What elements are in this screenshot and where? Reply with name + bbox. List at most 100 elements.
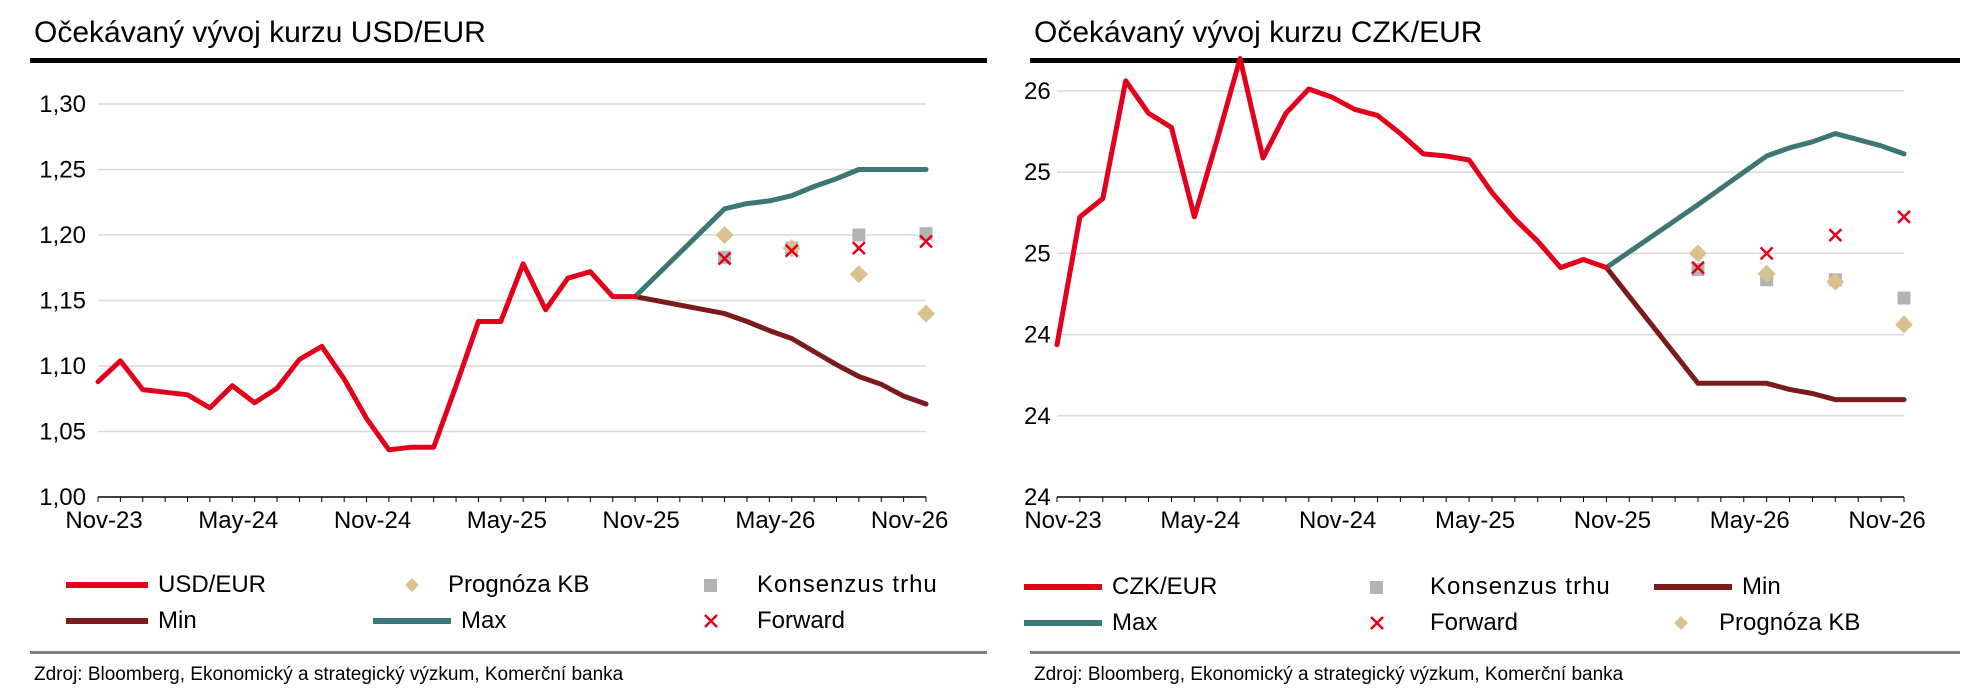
usd-eur-plot: 1,00 1,05 1,10 1,15 1,20 1,25 1,30 Nov-23 May-24… xyxy=(39,91,948,534)
legend-item-min: Min xyxy=(66,606,197,636)
source-note: Zdroj: Bloomberg, Ekonomický a strategic… xyxy=(1034,664,1624,685)
y-tick-label: 26 xyxy=(1024,78,1051,105)
legend-line-swatch xyxy=(1654,584,1732,590)
forecast-kb-point xyxy=(1688,244,1707,263)
x-tick-label: May-26 xyxy=(1710,507,1790,534)
legend-label: Prognóza KB xyxy=(448,571,590,598)
y-tick-label: 1,25 xyxy=(39,157,86,184)
legend-label: Forward xyxy=(1430,609,1519,636)
legend-item-min: Min xyxy=(1654,572,1781,602)
x-tick-label: May-25 xyxy=(1435,507,1515,534)
legend-label: USD/EUR xyxy=(158,571,267,598)
x-tick-label: Nov-24 xyxy=(1299,507,1376,534)
legend-item-max: Max xyxy=(373,606,506,636)
chart-title: Očekávaný vývoj kurzu CZK/EUR xyxy=(1034,16,1483,49)
legend-label: Max xyxy=(1112,609,1158,636)
czk-eur-chart-panel: Očekávaný vývoj kurzu CZK/EUR 24 24 24 25 25… xyxy=(1000,0,1977,700)
forward-point xyxy=(1897,209,1911,224)
usd-eur-chart-panel: Očekávaný vývoj kurzu USD/EUR 1,00 1,05 1,… xyxy=(30,16,987,685)
title-rule xyxy=(1030,58,1960,63)
legend-item-forecast-kb: Prognóza KB xyxy=(398,570,589,600)
series-line-usd-eur xyxy=(95,261,638,453)
forecast-kb-point xyxy=(1895,315,1913,334)
x-tick-label: Nov-26 xyxy=(871,507,948,534)
series-line-min xyxy=(1603,265,1907,403)
source-rule xyxy=(1030,651,1960,654)
y-tick-label: 1,05 xyxy=(39,419,86,446)
legend-line-swatch xyxy=(1024,584,1102,590)
forecast-kb-point xyxy=(917,304,935,323)
legend-label: CZK/EUR xyxy=(1112,573,1218,600)
chart-title: Očekávaný vývoj kurzu USD/EUR xyxy=(34,16,486,49)
consensus-point xyxy=(1897,291,1911,305)
x-tick-label: May-24 xyxy=(198,507,278,534)
x-tick-label: Nov-23 xyxy=(1024,507,1101,534)
x-tick-label: Nov-24 xyxy=(334,507,411,534)
series-line-max xyxy=(632,167,929,300)
forecast-kb-point xyxy=(782,239,801,258)
title-rule xyxy=(30,58,987,63)
legend-item-max: Max xyxy=(1024,608,1157,638)
cross-marker-icon xyxy=(1370,616,1384,630)
x-tick-label: Nov-23 xyxy=(65,507,142,534)
square-marker-icon xyxy=(704,579,717,592)
legend-label: Min xyxy=(1742,573,1781,600)
y-tick-label: 1,15 xyxy=(39,288,86,315)
series-line-max xyxy=(1603,131,1907,271)
legend-label: Konsenzus trhu xyxy=(757,571,938,598)
consensus-point xyxy=(1691,263,1705,277)
y-tick-label: 25 xyxy=(1024,159,1051,186)
legend-line-swatch xyxy=(66,582,148,588)
legend-label: Max xyxy=(461,607,507,634)
x-tick-label: Nov-25 xyxy=(1574,507,1651,534)
legend-item-forward: Forward xyxy=(697,606,845,636)
y-tick-label: 24 xyxy=(1024,322,1051,349)
legend-label: Prognóza KB xyxy=(1719,609,1861,636)
legend-item-consensus: Konsenzus trhu xyxy=(1360,572,1611,602)
diamond-marker-icon xyxy=(1674,616,1688,630)
series-line-min xyxy=(632,294,929,407)
diamond-marker-icon xyxy=(405,578,419,592)
legend-label: Forward xyxy=(757,607,846,634)
legend-item-forecast-kb: Prognóza KB xyxy=(1654,608,1860,638)
series-line-czk-eur xyxy=(1054,56,1609,348)
y-tick-label: 25 xyxy=(1024,240,1051,267)
consensus-point xyxy=(852,228,866,242)
legend-label: Min xyxy=(158,607,197,634)
forward-point xyxy=(784,243,799,258)
x-tick-label: May-26 xyxy=(735,507,815,534)
forward-point xyxy=(919,234,933,249)
forward-point xyxy=(1691,260,1705,275)
czk-eur-plot: 24 24 24 25 25 26 Nov-23 May-24 Nov-24 May-25 Nov-… xyxy=(1024,56,1926,534)
y-tick-label: 1,30 xyxy=(39,91,86,118)
source-note: Zdroj: Bloomberg, Ekonomický a strategic… xyxy=(34,664,624,685)
legend-item-forward: Forward xyxy=(1360,608,1518,638)
y-tick-label: 24 xyxy=(1024,484,1051,511)
legend-label: Konsenzus trhu xyxy=(1430,573,1611,600)
forward-point xyxy=(1828,228,1843,243)
x-tick-label: May-25 xyxy=(467,507,547,534)
legend-item-consensus: Konsenzus trhu xyxy=(697,570,938,600)
forward-point xyxy=(851,241,866,255)
y-tick-label: 1,20 xyxy=(39,222,86,249)
legend-item-spot: USD/EUR xyxy=(66,570,266,600)
y-tick-label: 24 xyxy=(1024,403,1051,430)
x-tick-label: Nov-25 xyxy=(602,507,679,534)
cross-marker-icon xyxy=(704,614,718,628)
square-marker-icon xyxy=(1370,581,1383,594)
forward-point xyxy=(717,251,732,266)
forward-point xyxy=(1759,246,1774,261)
forecast-kb-point xyxy=(715,226,734,244)
source-rule xyxy=(30,651,987,654)
x-tick-label: May-24 xyxy=(1160,507,1240,534)
y-tick-label: 1,00 xyxy=(39,484,86,511)
forecast-kb-point xyxy=(1826,272,1845,291)
y-tick-label: 1,10 xyxy=(39,353,86,380)
forecast-kb-point xyxy=(1757,264,1776,283)
forecast-kb-point xyxy=(849,265,868,284)
x-tick-label: Nov-26 xyxy=(1848,507,1925,534)
legend-item-spot: CZK/EUR xyxy=(1024,572,1217,602)
legend-line-swatch xyxy=(373,618,451,624)
legend-line-swatch xyxy=(1024,620,1102,626)
legend-line-swatch xyxy=(66,618,148,624)
